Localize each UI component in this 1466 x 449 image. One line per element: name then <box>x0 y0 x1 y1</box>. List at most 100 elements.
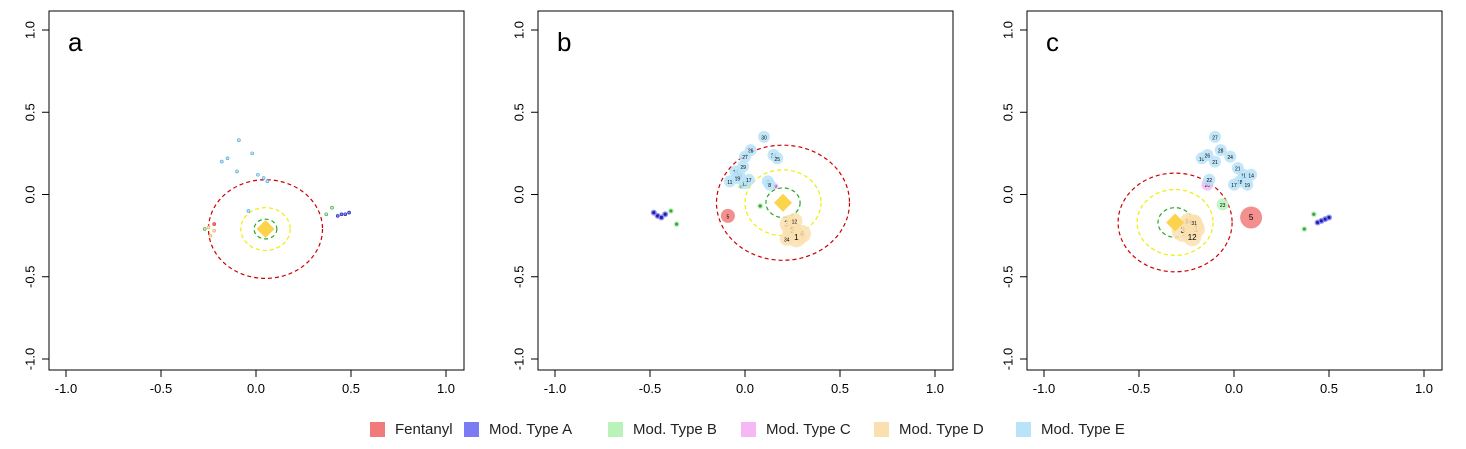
y-tick-label: -0.5 <box>1000 266 1015 288</box>
data-point <box>720 208 735 223</box>
data-point <box>343 212 348 217</box>
data-point <box>206 225 211 230</box>
data-point <box>265 179 270 184</box>
point-label: 29 <box>740 165 746 171</box>
legend-item: Fentanyl <box>370 419 453 439</box>
x-tick-label: -1.0 <box>55 381 77 396</box>
x-tick-label: 0.0 <box>736 381 754 396</box>
x-tick-label: 1.0 <box>926 381 944 396</box>
data-point <box>261 176 266 180</box>
data-point <box>202 227 207 231</box>
y-tick-label: 0.0 <box>22 185 37 203</box>
data-point <box>723 175 736 188</box>
point-label: 31 <box>1191 221 1197 227</box>
data-point <box>1183 228 1202 247</box>
legend: Fentanyl Mod. Type A Mod. Type B Mod. Type … <box>0 414 1466 444</box>
plot-frame <box>48 10 465 371</box>
legend-item: Mod. Type A <box>464 419 572 439</box>
data-point <box>212 222 216 226</box>
y-tick-label: -1.0 <box>1000 348 1015 370</box>
cluster-circle <box>1136 188 1214 256</box>
legend-item: Mod. Type B <box>608 419 717 439</box>
data-point <box>220 159 224 164</box>
x-tick-label: -0.5 <box>150 381 172 396</box>
panel-label: b <box>557 27 571 57</box>
legend-label: Mod. Type D <box>899 420 984 438</box>
x-tick-label: 1.0 <box>1415 381 1433 396</box>
y-tick-label: 0.5 <box>511 103 526 121</box>
legend-item: Mod. Type D <box>874 419 984 439</box>
y-tick-label: 1.0 <box>1000 21 1015 39</box>
point-label: 18 <box>1237 180 1243 186</box>
point-label: 27 <box>1212 135 1218 141</box>
data-point-core <box>663 212 667 216</box>
data-point-core <box>1302 227 1306 231</box>
legend-item: Mod. Type E <box>1016 419 1125 439</box>
point-label: 21 <box>1212 160 1218 166</box>
legend-swatch <box>370 421 385 437</box>
data-point-core <box>1327 215 1331 220</box>
data-point-core <box>656 214 660 218</box>
data-point <box>1216 198 1229 211</box>
point-label: 12 <box>742 181 748 187</box>
point-label: 10 <box>1199 157 1205 163</box>
point-label: 20 <box>1205 183 1211 189</box>
point-label: 28 <box>1218 149 1224 155</box>
x-tick-label: -1.0 <box>544 381 566 396</box>
data-point <box>1186 214 1203 231</box>
point-label: 34 <box>784 237 790 243</box>
cluster-circle <box>744 169 822 237</box>
data-point <box>235 169 239 174</box>
data-point <box>1245 168 1258 181</box>
panel-label: c <box>1046 27 1059 57</box>
x-tick-label: -1.0 <box>1033 381 1055 396</box>
legend-label: Fentanyl <box>395 420 453 438</box>
legend-label: Mod. Type B <box>633 420 717 438</box>
y-tick-label: -1.0 <box>511 348 526 370</box>
legend-swatch <box>874 421 889 437</box>
panel-label: a <box>68 27 83 57</box>
data-point <box>339 212 344 217</box>
legend-swatch <box>1016 421 1031 437</box>
data-point-core <box>675 222 679 226</box>
data-point-core <box>659 215 664 220</box>
data-point-core <box>1316 220 1320 225</box>
y-tick-label: -0.5 <box>511 266 526 288</box>
y-tick-label: 0.5 <box>22 103 37 121</box>
point-label: 5 <box>1249 213 1254 222</box>
point-label: 11 <box>1241 173 1246 179</box>
point-label: 26 <box>748 149 754 155</box>
data-point <box>1224 150 1237 163</box>
point-label: 17 <box>746 178 752 184</box>
data-point <box>330 205 334 210</box>
y-tick-label: 0.5 <box>1000 103 1015 121</box>
centroid-marker <box>774 193 792 212</box>
point-label: 22 <box>1207 178 1213 184</box>
legend-label: Mod. Type C <box>766 420 851 438</box>
data-point <box>1228 178 1240 191</box>
y-tick-label: 1.0 <box>22 21 37 39</box>
data-point-core <box>1319 219 1323 223</box>
point-label: 8 <box>768 183 771 189</box>
legend-label: Mod. Type A <box>489 420 573 438</box>
data-point <box>771 152 784 165</box>
point-label: 21 <box>1235 167 1241 173</box>
chart-canvas: -1.0 -0.5 0.0 0.5 1.0 -1.0 -0.5 0.0 0.5 1.0 a -1.0 -… <box>22 10 1443 396</box>
y-tick-label: 0.0 <box>511 185 526 203</box>
legend-swatch <box>608 421 623 437</box>
legend-swatch <box>741 421 756 437</box>
x-tick-label: 0.5 <box>831 381 849 396</box>
data-point <box>335 214 340 218</box>
data-point <box>1209 130 1221 143</box>
data-point <box>1209 155 1221 168</box>
data-point <box>225 156 230 161</box>
legend-item: Mod. Type C <box>741 419 851 439</box>
point-label: 12 <box>1188 233 1197 242</box>
data-point-core <box>758 204 762 208</box>
x-tick-label: 0.0 <box>247 381 265 396</box>
data-point <box>1241 178 1254 191</box>
point-label: 27 <box>742 155 748 161</box>
data-point <box>1203 173 1216 186</box>
point-label: 14 <box>1248 173 1254 179</box>
data-point <box>779 231 794 246</box>
